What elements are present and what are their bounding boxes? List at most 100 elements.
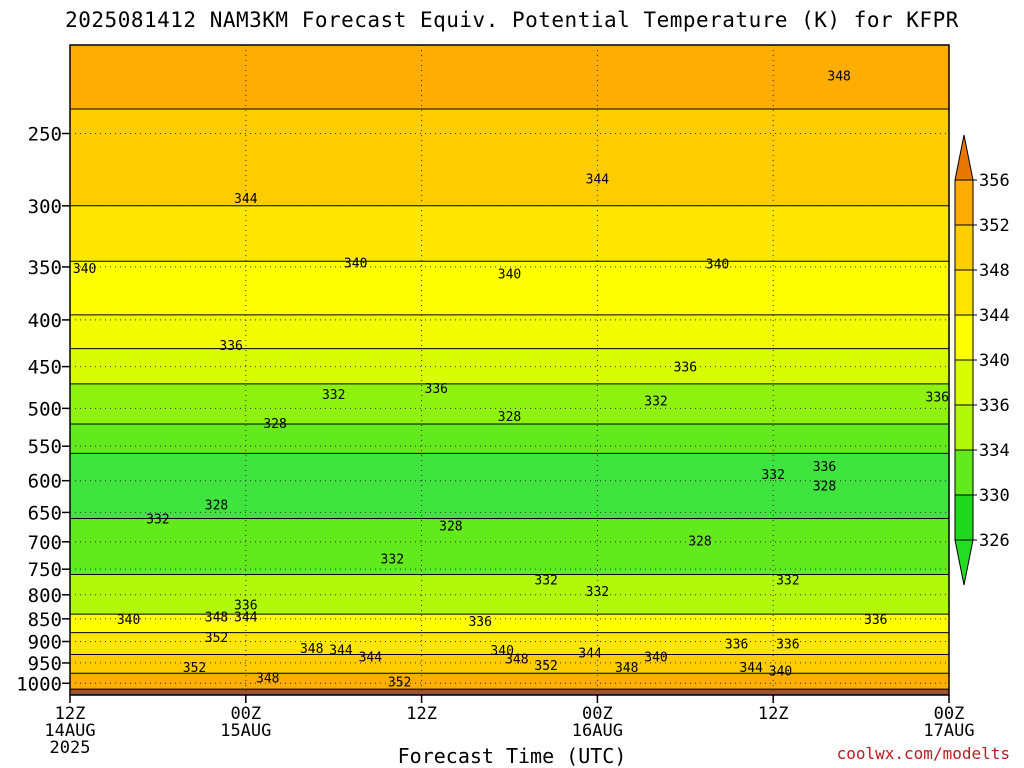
contour-label-3: 340 bbox=[73, 262, 96, 277]
credit-text: coolwx.com/modelts bbox=[836, 744, 1010, 763]
contour-label-25: 332 bbox=[776, 574, 799, 589]
y-tick-label-350: 350 bbox=[28, 257, 62, 279]
theta-e-fill-bands bbox=[70, 45, 949, 695]
x-tick-label-48-0: 12Z bbox=[758, 704, 789, 724]
x-tick-label-60-0: 00Z bbox=[934, 704, 965, 724]
colorbar-segment-2 bbox=[954, 269, 974, 316]
contour-label-13: 328 bbox=[263, 417, 286, 432]
colorbar-label-340: 340 bbox=[979, 351, 1010, 371]
contour-label-27: 340 bbox=[117, 613, 140, 628]
x-tick-label-36-0: 00Z bbox=[582, 704, 613, 724]
y-tick-label-900: 900 bbox=[28, 631, 62, 653]
x-tick-label-12-1: 15AUG bbox=[220, 721, 271, 741]
contour-label-32: 348 bbox=[300, 642, 323, 657]
colorbar-label-352: 352 bbox=[979, 216, 1010, 236]
terrain-band bbox=[70, 689, 949, 695]
contour-label-8: 336 bbox=[425, 382, 448, 397]
theta-e-band-2 bbox=[70, 205, 949, 262]
contour-label-14: 328 bbox=[498, 410, 521, 425]
contour-label-44: 344 bbox=[739, 661, 763, 676]
contour-label-17: 328 bbox=[813, 479, 836, 494]
contour-label-45: 340 bbox=[769, 664, 792, 679]
contour-label-16: 336 bbox=[813, 460, 836, 475]
theta-e-band-10 bbox=[70, 574, 949, 615]
colorbar-segment-1 bbox=[954, 224, 974, 271]
colorbar-segment-6 bbox=[954, 449, 974, 496]
contour-label-15: 332 bbox=[761, 468, 784, 483]
theta-e-band-3 bbox=[70, 261, 949, 316]
contour-label-38: 344 bbox=[578, 646, 602, 661]
contour-label-31: 336 bbox=[468, 615, 491, 630]
x-tick-label-24-0: 12Z bbox=[406, 704, 437, 724]
y-tick-label-250: 250 bbox=[28, 123, 62, 145]
colorbar-top-arrow bbox=[954, 134, 974, 181]
contour-label-42: 336 bbox=[776, 638, 799, 653]
contour-label-10: 336 bbox=[926, 390, 949, 405]
theta-e-band-6 bbox=[70, 383, 949, 425]
y-tick-label-450: 450 bbox=[28, 357, 62, 379]
colorbar-label-334: 334 bbox=[979, 441, 1010, 461]
contour-label-4: 340 bbox=[344, 256, 367, 271]
y-tick-label-550: 550 bbox=[28, 436, 62, 458]
contour-label-23: 332 bbox=[534, 574, 557, 589]
contour-label-46: 352 bbox=[183, 661, 206, 676]
colorbar-label-344: 344 bbox=[979, 306, 1010, 326]
contour-label-7: 336 bbox=[219, 339, 242, 354]
theta-e-band-4 bbox=[70, 314, 949, 350]
theta-e-band-11 bbox=[70, 614, 949, 634]
plot-frame bbox=[69, 44, 950, 696]
theta-e-band-12 bbox=[70, 632, 949, 655]
contour-label-30: 352 bbox=[205, 631, 228, 646]
x-tick-label-0-2: 2025 bbox=[50, 738, 91, 758]
contour-label-39: 348 bbox=[615, 661, 638, 676]
contour-label-41: 336 bbox=[725, 638, 748, 653]
theta-e-band-0 bbox=[70, 45, 949, 110]
contour-label-12: 332 bbox=[644, 394, 667, 409]
contour-label-34: 344 bbox=[359, 651, 383, 666]
theta-e-band-1 bbox=[70, 108, 949, 207]
colorbar-segment-7 bbox=[954, 494, 974, 541]
contour-label-21: 328 bbox=[688, 535, 711, 550]
contour-label-26: 336 bbox=[234, 599, 257, 614]
theta-e-band-13 bbox=[70, 654, 949, 674]
contour-label-28: 348 bbox=[205, 610, 228, 625]
contour-label-37: 352 bbox=[534, 659, 557, 674]
contour-label-19: 332 bbox=[146, 512, 169, 527]
contour-label-1: 344 bbox=[234, 192, 258, 207]
y-tick-label-600: 600 bbox=[28, 471, 62, 493]
y-tick-label-650: 650 bbox=[28, 502, 62, 524]
chart-title: 2025081412 NAM3KM Forecast Equiv. Potent… bbox=[65, 8, 959, 32]
colorbar-label-348: 348 bbox=[979, 261, 1010, 281]
theta-e-band-9 bbox=[70, 518, 949, 575]
y-tick-label-850: 850 bbox=[28, 609, 62, 631]
theta-e-band-5 bbox=[70, 348, 949, 385]
colorbar-segment-4 bbox=[954, 359, 974, 406]
colorbar-segment-5 bbox=[954, 404, 974, 451]
contour-label-43: 336 bbox=[864, 613, 887, 628]
contour-label-24: 332 bbox=[586, 585, 609, 600]
contour-label-5: 340 bbox=[498, 268, 521, 283]
x-tick-label-0-1: 14AUG bbox=[44, 721, 95, 741]
y-axis-ticks: 2503003504004505005506006507007508008509… bbox=[16, 123, 70, 695]
y-tick-label-300: 300 bbox=[28, 196, 62, 218]
colorbar-bottom-arrow bbox=[954, 539, 974, 586]
contour-label-29: 344 bbox=[234, 610, 258, 625]
y-tick-label-400: 400 bbox=[28, 310, 62, 332]
contour-label-0: 348 bbox=[827, 70, 850, 85]
contour-label-47: 348 bbox=[256, 671, 279, 686]
contour-labels: 348 344 344 340 340 340 340 336 336 336 336 332 332 3… bbox=[73, 70, 949, 691]
colorbar: 356 352 348 344 340 336 334 330 326 bbox=[954, 134, 1010, 586]
y-tick-label-700: 700 bbox=[28, 532, 62, 554]
contour-label-35: 340 bbox=[490, 644, 513, 659]
y-tick-label-1000: 1000 bbox=[16, 673, 62, 695]
x-tick-label-36-1: 16AUG bbox=[572, 721, 623, 741]
x-tick-label-12-0: 00Z bbox=[230, 704, 261, 724]
contour-label-2: 344 bbox=[586, 172, 610, 187]
contour-label-6: 340 bbox=[706, 258, 729, 273]
contour-label-40: 340 bbox=[644, 651, 667, 666]
theta-e-band-7 bbox=[70, 423, 949, 454]
x-tick-label-60-1: 17AUG bbox=[923, 721, 974, 741]
y-tick-label-500: 500 bbox=[28, 398, 62, 420]
colorbar-label-356: 356 bbox=[979, 171, 1010, 191]
